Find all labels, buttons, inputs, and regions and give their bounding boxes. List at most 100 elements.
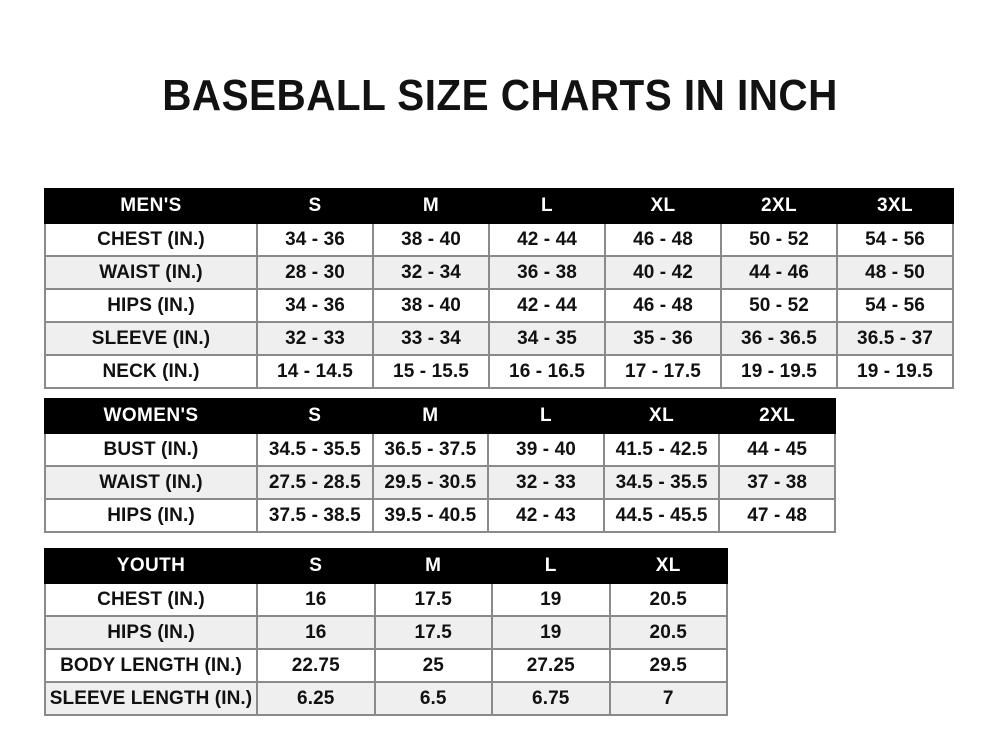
page-title: BASEBALL SIZE CHARTS IN INCH <box>162 71 838 120</box>
measurement-cell: 36.5 - 37 <box>836 321 954 356</box>
row-label-neck-in: NECK (IN.) <box>44 354 258 389</box>
measurement-cell: 34.5 - 35.5 <box>602 465 721 500</box>
youth-size-table: YOUTH S M L XL CHEST (IN.) 16 17.5 19 20.5 HIPS (I… <box>44 548 728 716</box>
table-title-youth: YOUTH <box>44 548 258 584</box>
row-label-waist-in: WAIST (IN.) <box>44 465 258 500</box>
table-title-womens: WOMEN'S <box>44 398 258 434</box>
measurement-cell: 34 - 36 <box>256 288 374 323</box>
measurement-cell: 36.5 - 37.5 <box>371 432 490 467</box>
column-header-m: M <box>371 398 490 434</box>
measurement-cell: 32 - 34 <box>372 255 490 290</box>
table-row: SLEEVE (IN.) 32 - 33 33 - 34 34 - 35 35 - 36… <box>44 321 954 356</box>
column-header-s: S <box>256 188 374 224</box>
column-header-l: L <box>488 188 606 224</box>
measurement-cell: 37 - 38 <box>718 465 836 500</box>
measurement-cell: 16 <box>256 615 376 650</box>
measurement-cell: 38 - 40 <box>372 288 490 323</box>
row-label-hips-in: HIPS (IN.) <box>44 498 258 533</box>
measurement-cell: 20.5 <box>608 582 728 617</box>
row-label-chest-in: CHEST (IN.) <box>44 222 258 257</box>
measurement-cell: 37.5 - 38.5 <box>256 498 374 533</box>
measurement-cell: 17.5 <box>373 582 493 617</box>
table-row: BUST (IN.) 34.5 - 35.5 36.5 - 37.5 39 - 40 4… <box>44 432 836 467</box>
measurement-cell: 50 - 52 <box>720 288 838 323</box>
measurement-cell: 39 - 40 <box>487 432 605 467</box>
measurement-cell: 17 - 17.5 <box>604 354 722 389</box>
column-header-l: L <box>487 398 605 434</box>
column-header-2xl: 2XL <box>720 188 838 224</box>
row-label-body-length-in: BODY LENGTH (IN.) <box>44 648 258 683</box>
measurement-cell: 34 - 35 <box>488 321 606 356</box>
measurement-cell: 38 - 40 <box>372 222 490 257</box>
measurement-cell: 41.5 - 42.5 <box>602 432 721 467</box>
table-row: HIPS (IN.) 37.5 - 38.5 39.5 - 40.5 42 - 43 4… <box>44 498 836 533</box>
column-header-xl: XL <box>608 548 728 584</box>
column-header-m: M <box>373 548 493 584</box>
measurement-cell: 36 - 38 <box>488 255 606 290</box>
measurement-cell: 39.5 - 40.5 <box>371 498 490 533</box>
table-row: BODY LENGTH (IN.) 22.75 25 27.25 29.5 <box>44 648 728 683</box>
measurement-cell: 6.5 <box>373 681 493 716</box>
table-row: CHEST (IN.) 34 - 36 38 - 40 42 - 44 46 - 48 5… <box>44 222 954 257</box>
column-header-m: M <box>372 188 490 224</box>
measurement-cell: 22.75 <box>256 648 376 683</box>
measurement-cell: 19 <box>491 582 611 617</box>
measurement-cell: 29.5 <box>608 648 728 683</box>
column-header-s: S <box>256 398 374 434</box>
measurement-cell: 44.5 - 45.5 <box>602 498 721 533</box>
measurement-cell: 34 - 36 <box>256 222 374 257</box>
measurement-cell: 32 - 33 <box>256 321 374 356</box>
measurement-cell: 46 - 48 <box>604 222 722 257</box>
measurement-cell: 28 - 30 <box>256 255 374 290</box>
measurement-cell: 36 - 36.5 <box>720 321 838 356</box>
column-header-3xl: 3XL <box>836 188 954 224</box>
measurement-cell: 32 - 33 <box>487 465 605 500</box>
row-label-chest-in: CHEST (IN.) <box>44 582 258 617</box>
measurement-cell: 20.5 <box>608 615 728 650</box>
column-header-xl: XL <box>602 398 721 434</box>
table-row: WAIST (IN.) 27.5 - 28.5 29.5 - 30.5 32 - 33… <box>44 465 836 500</box>
measurement-cell: 27.25 <box>491 648 611 683</box>
measurement-cell: 7 <box>608 681 728 716</box>
measurement-cell: 16 <box>256 582 376 617</box>
table-title-mens: MEN'S <box>44 188 258 224</box>
measurement-cell: 25 <box>373 648 493 683</box>
row-label-hips-in: HIPS (IN.) <box>44 615 258 650</box>
column-header-xl: XL <box>604 188 722 224</box>
measurement-cell: 46 - 48 <box>604 288 722 323</box>
measurement-cell: 44 - 46 <box>720 255 838 290</box>
measurement-cell: 19 <box>491 615 611 650</box>
measurement-cell: 19 - 19.5 <box>836 354 954 389</box>
measurement-cell: 27.5 - 28.5 <box>256 465 374 500</box>
measurement-cell: 42 - 44 <box>488 288 606 323</box>
measurement-cell: 54 - 56 <box>836 222 954 257</box>
row-label-waist-in: WAIST (IN.) <box>44 255 258 290</box>
measurement-cell: 47 - 48 <box>718 498 836 533</box>
measurement-cell: 16 - 16.5 <box>488 354 606 389</box>
measurement-cell: 42 - 43 <box>487 498 605 533</box>
measurement-cell: 50 - 52 <box>720 222 838 257</box>
measurement-cell: 15 - 15.5 <box>372 354 490 389</box>
column-header-l: L <box>491 548 611 584</box>
measurement-cell: 17.5 <box>373 615 493 650</box>
column-header-2xl: 2XL <box>718 398 836 434</box>
table-header-row: YOUTH S M L XL <box>44 548 728 584</box>
measurement-cell: 14 - 14.5 <box>256 354 374 389</box>
table-row: SLEEVE LENGTH (IN.) 6.25 6.5 6.75 7 <box>44 681 728 716</box>
table-row: NECK (IN.) 14 - 14.5 15 - 15.5 16 - 16.5 17 … <box>44 354 954 389</box>
column-header-s: S <box>256 548 376 584</box>
row-label-hips-in: HIPS (IN.) <box>44 288 258 323</box>
measurement-cell: 40 - 42 <box>604 255 722 290</box>
table-row: WAIST (IN.) 28 - 30 32 - 34 36 - 38 40 - 42 4… <box>44 255 954 290</box>
measurement-cell: 6.25 <box>256 681 376 716</box>
row-label-bust-in: BUST (IN.) <box>44 432 258 467</box>
womens-size-table: WOMEN'S S M L XL 2XL BUST (IN.) 34.5 - 35.5 36.5… <box>44 398 836 533</box>
table-header-row: WOMEN'S S M L XL 2XL <box>44 398 836 434</box>
measurement-cell: 35 - 36 <box>604 321 722 356</box>
mens-size-table: MEN'S S M L XL 2XL 3XL CHEST (IN.) 34 - 36 38 - 4… <box>44 188 954 389</box>
measurement-cell: 42 - 44 <box>488 222 606 257</box>
table-header-row: MEN'S S M L XL 2XL 3XL <box>44 188 954 224</box>
measurement-cell: 34.5 - 35.5 <box>256 432 374 467</box>
table-row: CHEST (IN.) 16 17.5 19 20.5 <box>44 582 728 617</box>
measurement-cell: 29.5 - 30.5 <box>371 465 490 500</box>
